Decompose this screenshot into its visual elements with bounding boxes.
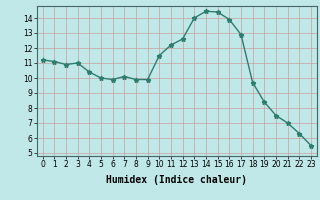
X-axis label: Humidex (Indice chaleur): Humidex (Indice chaleur)	[106, 175, 247, 185]
